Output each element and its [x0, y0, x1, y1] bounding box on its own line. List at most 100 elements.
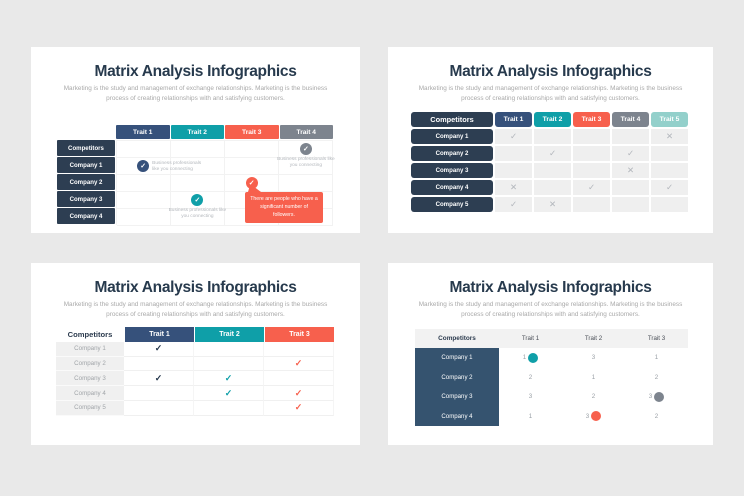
trait-header: Trait 3 — [647, 335, 666, 342]
company-cell: Company 4 — [415, 406, 499, 426]
matrix-cell — [225, 141, 279, 158]
matrix-cell — [612, 129, 649, 144]
subtitle-line: Marketing is the study and management of… — [418, 85, 683, 92]
company-pill: Company 1 — [411, 129, 493, 144]
subtitle: Marketing is the study and management of… — [402, 84, 699, 103]
matrix-cell — [279, 209, 333, 226]
check-icon: ✓ — [194, 386, 264, 401]
matrix-cell — [651, 197, 688, 212]
matrix-cell — [573, 197, 610, 212]
matrix-cell — [573, 129, 610, 144]
trait-header: Trait 2 — [584, 335, 603, 342]
matrix-cell — [124, 386, 194, 401]
trait-header-row: Trait 1 Trait 2 Trait 3 Trait 4 — [116, 125, 333, 139]
score-dot-icon — [591, 411, 602, 422]
score-cell: 3 — [528, 393, 533, 401]
score-dot-icon — [528, 352, 539, 363]
score-cell: 2 — [528, 373, 533, 381]
trait-header: Trait 3 — [573, 112, 610, 127]
company-label: Company 4 — [56, 386, 124, 401]
matrix-cell — [171, 158, 225, 175]
company-label: Company 2 — [56, 356, 124, 372]
trait-header: Trait 2 — [195, 327, 264, 342]
competitors-header: Competitors — [67, 329, 113, 339]
check-icon: ✓ — [264, 356, 334, 372]
score-cell: 3 — [625, 387, 688, 407]
slide-score-matrix: Matrix Analysis Infographics Marketing i… — [388, 263, 713, 445]
score-dot-icon — [654, 391, 665, 402]
check-icon: ✓ — [264, 400, 334, 416]
matrix-cell — [612, 180, 649, 195]
slide-check-grid: Matrix Analysis Infographics Marketing i… — [388, 47, 713, 233]
matrix-cell — [117, 209, 171, 226]
company-cell: Company 1 — [415, 348, 499, 368]
subtitle-line: process of creating relationships with a… — [461, 310, 640, 318]
matrix-cell — [573, 163, 610, 178]
matrix-cell — [534, 163, 571, 178]
score-cell: 1 — [528, 412, 533, 420]
matrix-cell — [225, 158, 279, 175]
matrix-cell — [194, 341, 264, 357]
company-cell: Company 2 — [415, 367, 499, 387]
matrix-body: Company 1 1 3 1 Company 2 2 1 2 Company 3 3 2 3 Comp… — [415, 348, 688, 426]
matrix-grid — [116, 140, 333, 226]
check-icon: ✓ — [124, 371, 194, 387]
matrix-cell — [171, 192, 225, 209]
company-pill: Company 3 — [57, 191, 115, 207]
check-icon: ✓ — [573, 180, 610, 195]
company-pill: Company 3 — [411, 163, 493, 178]
company-cell: Company 3 — [415, 387, 499, 407]
matrix-cell — [171, 141, 225, 158]
score-cell: 2 — [654, 373, 659, 381]
matrix-cell — [651, 163, 688, 178]
score-cell: 1 — [591, 373, 596, 381]
trait-header: Trait 4 — [612, 112, 649, 127]
matrix-cell — [573, 146, 610, 161]
trait-header: Trait 3 — [265, 327, 334, 342]
trait-header: Trait 1 — [116, 125, 170, 139]
callout-bubble: There are people who have a significant … — [245, 184, 323, 224]
header-band: Competitors Trait 1 Trait 2 Trait 3 — [415, 329, 688, 348]
subtitle: Marketing is the study and management of… — [45, 300, 346, 319]
matrix-cell — [117, 158, 171, 175]
matrix-cell — [264, 371, 334, 387]
check-icon: ✓ — [137, 159, 150, 172]
score-cell: 1 — [654, 354, 659, 362]
company-column: Competitors Company 1 Company 2 Company 3 Co… — [57, 140, 115, 225]
cross-icon: ✕ — [534, 197, 571, 212]
matrix-cell — [171, 175, 225, 192]
company-pill: Company 1 — [57, 157, 115, 173]
company-label: Company 3 — [56, 371, 124, 387]
score-cell: 3 — [591, 354, 596, 362]
trait-header: Trait 4 — [279, 125, 333, 139]
trait-header: Trait 2 — [170, 125, 224, 139]
matrix-cell — [534, 129, 571, 144]
trait-header: Trait 1 — [521, 335, 540, 342]
matrix-cell — [117, 192, 171, 209]
page-title: Matrix Analysis Infographics — [94, 279, 297, 296]
company-pill: Company 5 — [411, 197, 493, 212]
check-icon: ✓ — [612, 146, 649, 161]
matrix-cell — [194, 400, 264, 416]
check-icon: ✓ — [651, 180, 688, 195]
company-pill: Company 2 — [411, 146, 493, 161]
cross-icon: ✕ — [612, 163, 649, 178]
matrix-table: Competitors Trait 1 Trait 2 Trait 3 Company … — [415, 329, 688, 426]
matrix-cell — [495, 146, 532, 161]
matrix-cell — [534, 180, 571, 195]
company-pill: Company 4 — [57, 208, 115, 224]
subtitle-line: process of creating relationships with a… — [106, 310, 285, 318]
competitors-header: Competitors — [438, 335, 476, 342]
matrix-cell — [279, 141, 333, 158]
slide-callout-matrix: Matrix Analysis Infographics Marketing i… — [31, 47, 360, 233]
page-title: Matrix Analysis Infographics — [449, 279, 652, 296]
subtitle: Marketing is the study and management of… — [402, 300, 699, 319]
matrix-table: Competitors Trait 1 Trait 2 Trait 3 Company … — [56, 327, 334, 416]
matrix-cell — [194, 356, 264, 372]
check-icon: ✓ — [194, 371, 264, 387]
company-pill: Company 2 — [57, 174, 115, 190]
score-cell: 2 — [591, 393, 596, 401]
subtitle-line: Marketing is the study and management of… — [63, 301, 328, 308]
trait-header: Trait 2 — [534, 112, 571, 127]
subtitle-line: Marketing is the study and management of… — [63, 85, 328, 92]
